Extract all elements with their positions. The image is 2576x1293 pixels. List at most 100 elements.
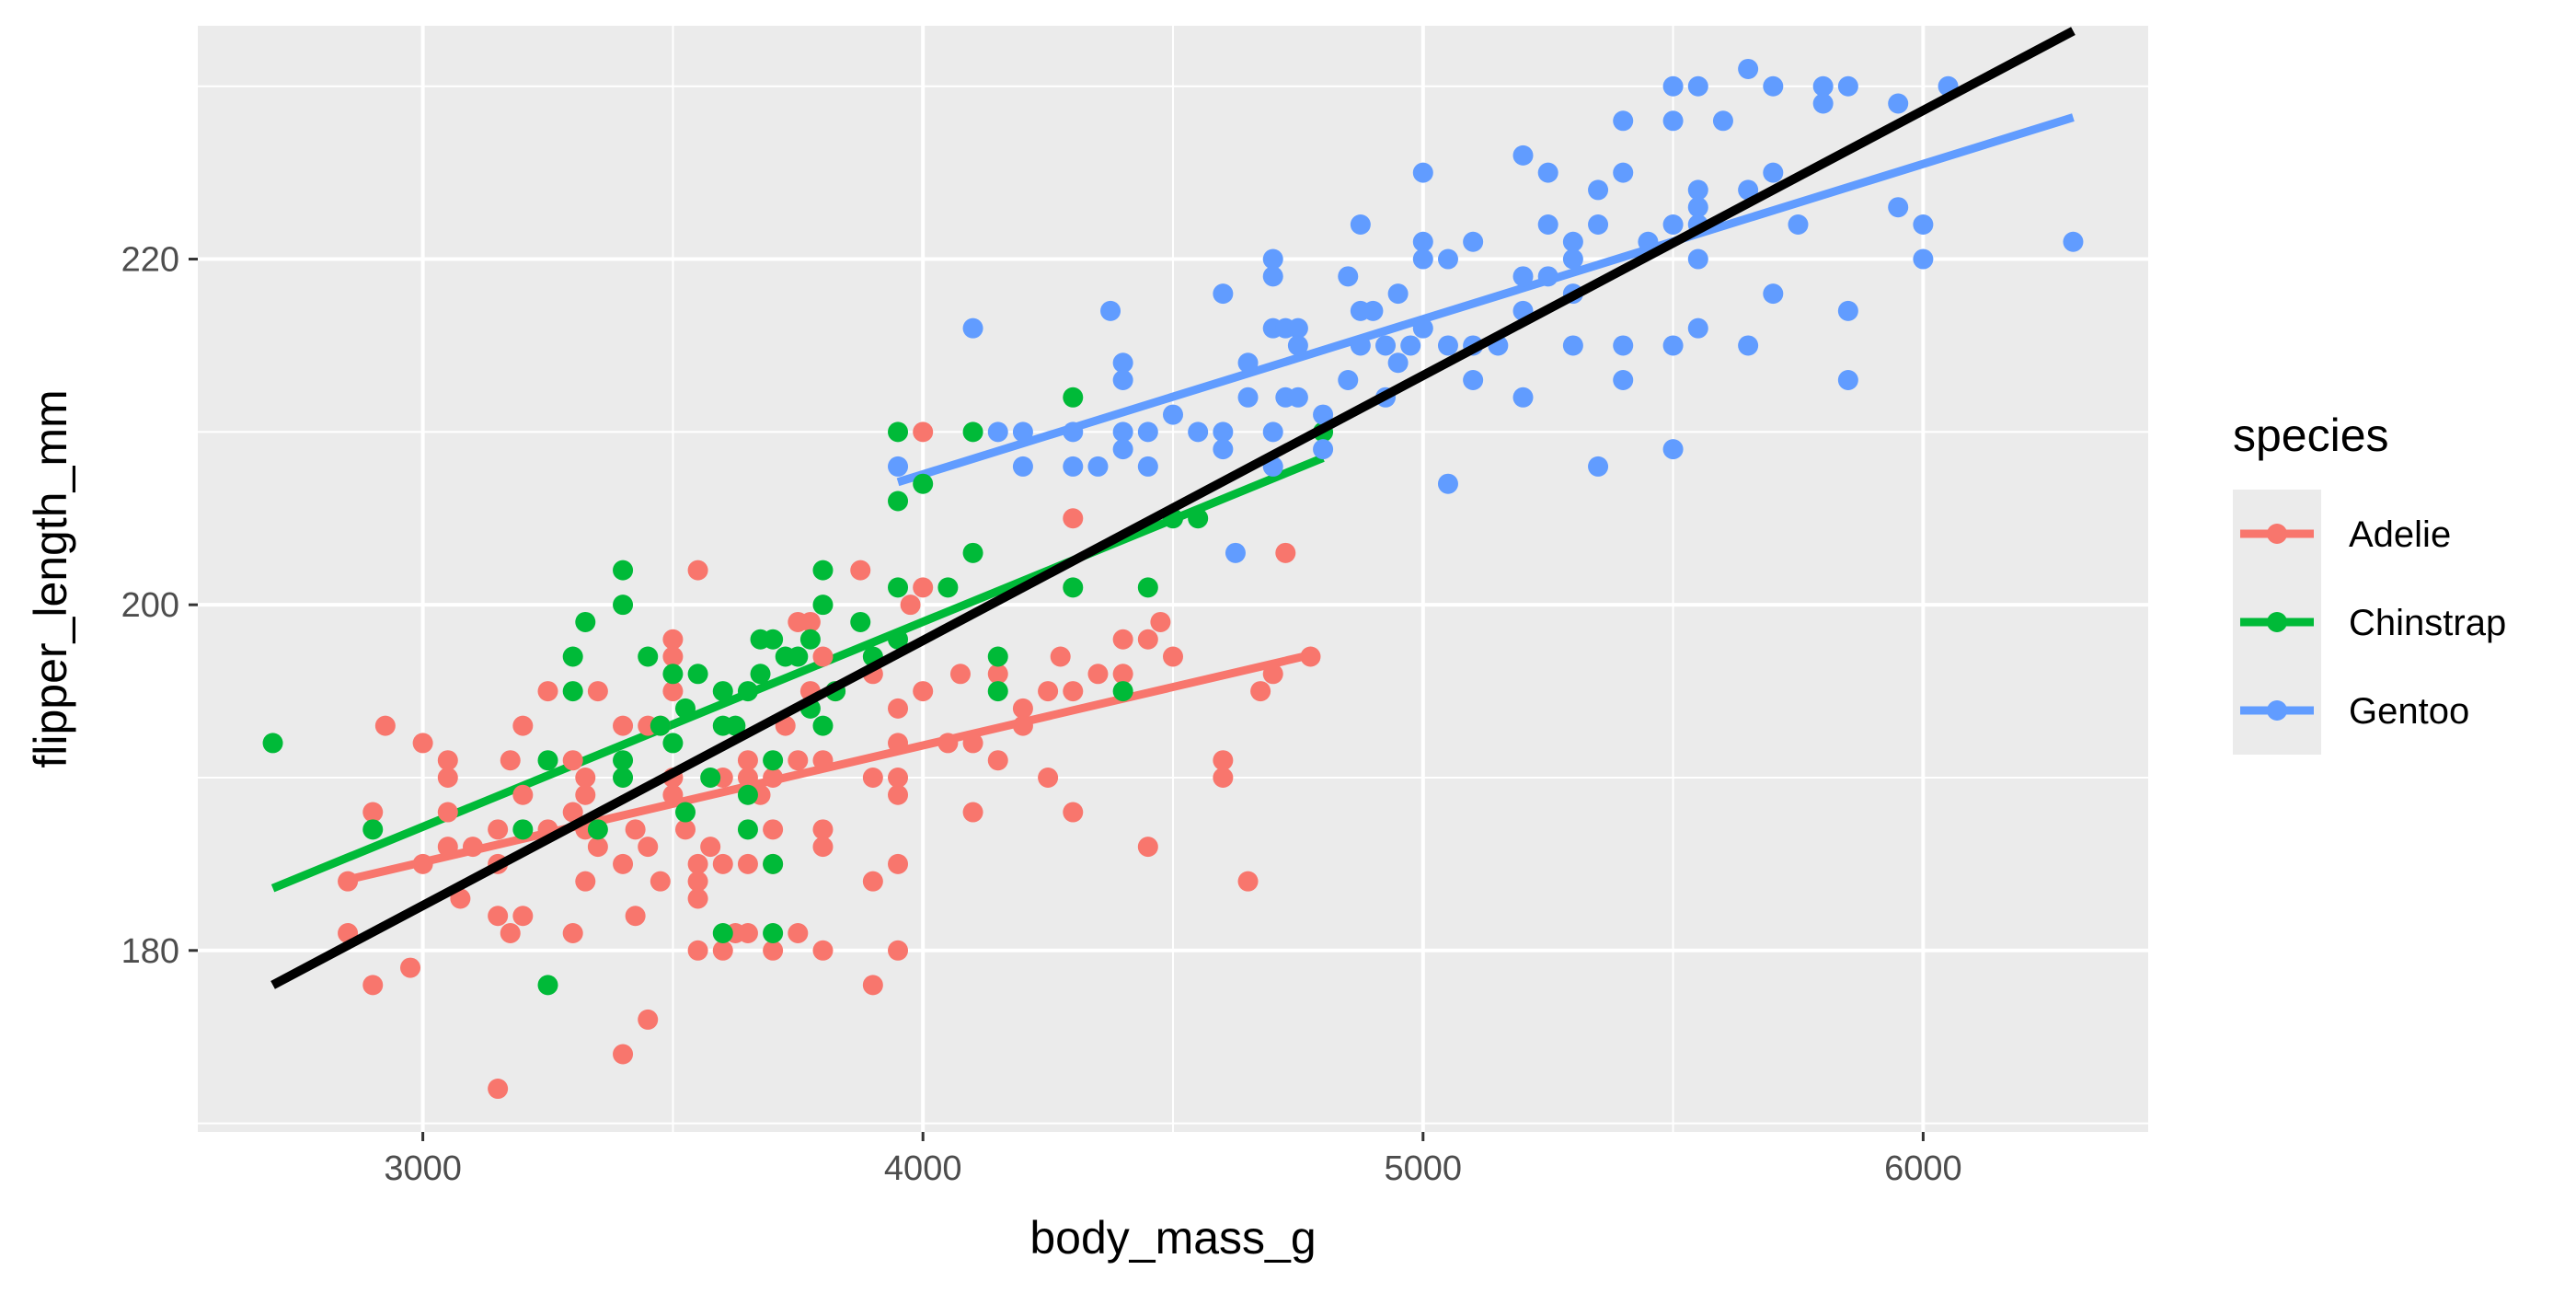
point-adelie [737,853,758,874]
point-gentoo [1588,179,1609,201]
point-adelie [888,784,909,805]
point-chinstrap [712,923,733,944]
point-chinstrap [888,421,909,443]
point-chinstrap [888,491,909,512]
point-chinstrap [737,784,758,805]
legend-label-gentoo: Gentoo [2349,691,2469,732]
point-chinstrap [650,715,671,736]
point-gentoo [1437,248,1458,270]
point-gentoo [1788,214,1809,235]
point-gentoo [1512,266,1534,287]
point-gentoo [1412,231,1433,252]
point-gentoo [1613,110,1634,132]
point-adelie [412,853,433,874]
point-adelie [862,871,883,892]
point-adelie [1137,837,1158,858]
point-adelie [737,767,758,788]
point-chinstrap [687,664,708,685]
point-adelie [562,923,583,944]
point-gentoo [1237,352,1259,374]
point-gentoo [1063,456,1084,477]
point-gentoo [1837,300,1858,321]
point-gentoo [1763,162,1784,183]
point-adelie [687,871,708,892]
point-adelie [662,646,684,667]
point-adelie [374,715,396,736]
point-chinstrap [937,577,959,598]
point-gentoo [1837,370,1858,391]
point-chinstrap [562,681,583,702]
point-gentoo [1562,231,1583,252]
point-chinstrap [763,629,784,650]
point-gentoo [1662,75,1684,97]
point-chinstrap [587,819,608,840]
point-adelie [700,837,721,858]
point-adelie [488,819,509,840]
point-gentoo [1163,404,1183,425]
point-adelie [712,940,733,961]
point-chinstrap [788,646,809,667]
point-chinstrap [737,819,758,840]
legend-keys: Adelie Chinstrap Gentoo [2233,490,2506,755]
point-gentoo [1687,248,1708,270]
point-chinstrap [613,767,634,788]
point-adelie [1063,802,1084,823]
point-gentoo [1225,542,1246,563]
point-gentoo [1137,456,1158,477]
point-adelie [675,819,696,840]
point-gentoo [1812,75,1834,97]
point-adelie [737,923,758,944]
point-gentoo [1613,370,1634,391]
point-adelie [488,906,509,927]
point-adelie [937,733,959,754]
point-gentoo [1588,214,1609,235]
point-adelie [462,837,483,858]
point-chinstrap [638,646,659,667]
point-chinstrap [262,733,283,754]
point-gentoo [1512,387,1534,408]
point-chinstrap [1137,577,1158,598]
point-gentoo [1738,335,1759,356]
point-adelie [888,698,909,719]
point-chinstrap [1188,508,1209,529]
x-tick-label: 3000 [384,1149,462,1188]
point-gentoo [1400,335,1421,356]
point-adelie [537,681,558,702]
point-adelie [687,853,708,874]
point-gentoo [1363,300,1384,321]
point-gentoo [1387,352,1409,374]
point-gentoo [1738,58,1759,79]
point-adelie [1012,698,1033,719]
point-gentoo [1537,266,1558,287]
point-adelie [763,767,784,788]
major-gridlines [198,26,2148,1132]
point-adelie [1063,508,1084,529]
data-points [262,58,2084,1100]
point-gentoo [1112,370,1133,391]
point-chinstrap [675,802,696,823]
point-chinstrap [799,629,821,650]
point-adelie [1137,629,1158,650]
point-gentoo [1437,473,1458,494]
point-chinstrap [812,595,834,616]
point-chinstrap [613,595,634,616]
point-adelie [812,940,834,961]
point-adelie [587,681,608,702]
point-adelie [437,837,458,858]
point-chinstrap [850,611,871,632]
point-chinstrap [662,664,684,685]
point-adelie [788,750,809,771]
point-chinstrap [763,853,784,874]
point-gentoo [1662,439,1684,460]
point-adelie [687,560,708,581]
point-chinstrap [962,421,983,443]
point-gentoo [1112,439,1133,460]
point-gentoo [962,317,983,339]
point-adelie [562,750,583,771]
point-gentoo [1463,370,1484,391]
point-adelie [512,784,534,805]
point-gentoo [1638,231,1659,252]
point-adelie [625,906,646,927]
point-gentoo [1287,387,1308,408]
point-adelie [362,975,384,996]
